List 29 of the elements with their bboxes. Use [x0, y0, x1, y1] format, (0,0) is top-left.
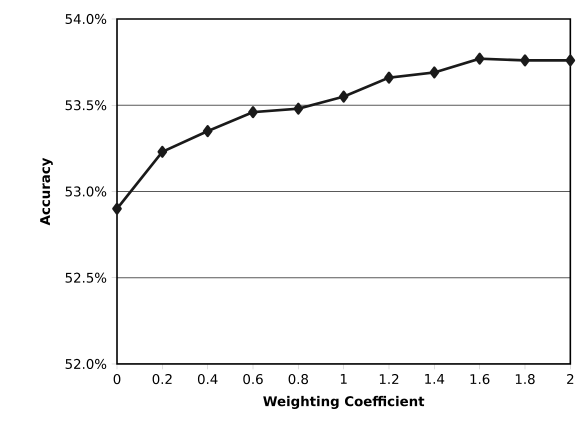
- point: [520, 54, 530, 66]
- point: [429, 66, 440, 78]
- point: [158, 146, 168, 158]
- y-tick-label: 52.5%: [66, 272, 106, 283]
- x-tick-label: 0.6: [243, 374, 263, 384]
- point: [248, 106, 258, 118]
- y-tick-label: 53.5%: [66, 100, 106, 110]
- x-tick-label: 0.8: [288, 374, 308, 384]
- y-tick-label: 53.0%: [66, 186, 106, 197]
- point: [202, 125, 212, 138]
- x-tick-label: 0.4: [198, 374, 218, 384]
- y-axis-title: Accuracy: [40, 158, 53, 226]
- x-tick-label: 1.8: [516, 374, 535, 384]
- x-tick-label: 0: [114, 374, 120, 384]
- x-tick-label: 1: [340, 374, 347, 384]
- x-tick-label: 1.2: [380, 374, 398, 384]
- point: [338, 90, 348, 103]
- y-tick-label: 52.0%: [66, 358, 106, 370]
- point: [294, 102, 304, 115]
- x-tick-label: 0.2: [152, 374, 172, 384]
- y-tick-label: 54.0%: [66, 14, 106, 24]
- x-tick-label: 1.6: [470, 374, 490, 384]
- point: [112, 202, 122, 215]
- x-axis-title: Weighting Coefficient: [263, 396, 424, 409]
- x-tick-label: 2: [567, 374, 574, 384]
- x-tick-label: 1.4: [425, 374, 444, 384]
- point: [565, 54, 576, 66]
- point: [384, 72, 394, 84]
- point: [474, 52, 484, 65]
